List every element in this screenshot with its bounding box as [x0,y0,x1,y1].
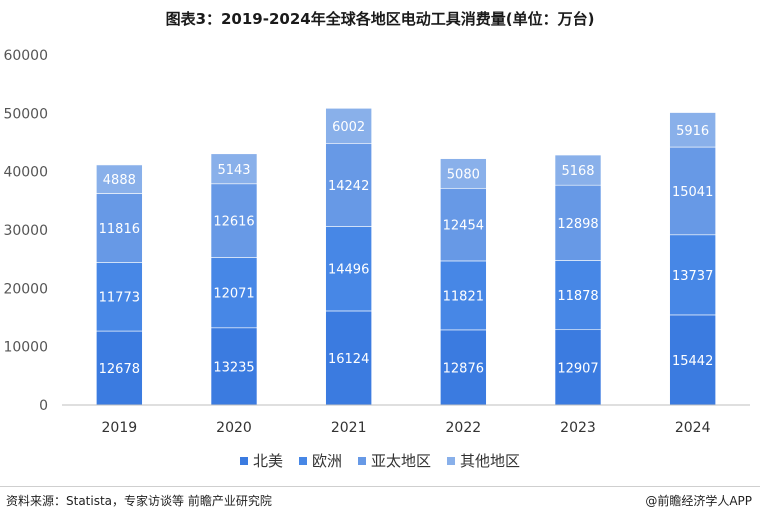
data-label: 16124 [328,352,369,367]
y-tick-label: 30000 [3,223,48,239]
x-tick-label: 2020 [216,420,252,436]
bar-segment [440,187,487,262]
bar-segment [325,310,372,406]
data-labels: 12678 11773 11816 4888 13235 12071 12616 5143 16… [99,120,714,377]
bar-segment [554,154,602,186]
data-label: 15442 [672,354,713,369]
legend-label: 其他地区 [460,452,521,470]
legend-swatch [239,456,248,465]
legend-swatch [358,456,366,465]
data-label: 5143 [217,163,250,178]
stacked-bar-chart: 0 10000 20000 30000 40000 50000 60000 12678 117… [3,48,750,436]
bar-segment [669,314,716,406]
legend-label: 北美 [252,452,283,470]
data-label: 12616 [213,215,254,230]
bar-segment [669,234,716,316]
bar-segment [96,193,143,263]
bar-segment [554,329,602,406]
source-note: 资料来源：Statista，专家访谈等 前瞻产业研究院 [6,494,272,508]
legend-item: 亚太地区 [358,450,431,471]
data-label: 12907 [557,361,598,376]
y-tick-label: 0 [39,398,48,414]
data-label: 11816 [99,222,140,237]
bar-segment [440,260,487,331]
data-label: 11773 [99,291,140,306]
y-tick-label: 10000 [3,340,48,356]
x-axis: 2019 2020 2021 2022 2023 2024 [102,420,711,436]
bar-series [96,107,716,406]
legend-label: 欧洲 [311,452,342,470]
x-tick-label: 2024 [675,420,711,436]
bar-segment [325,143,372,227]
bar-segment [210,183,258,258]
bar-segment [210,257,258,329]
bar-segment [210,153,258,185]
y-tick-label: 60000 [3,48,48,64]
data-label: 12898 [557,217,598,232]
bar-segment [669,112,716,148]
bar-segment [440,329,487,406]
data-label: 15041 [672,185,713,200]
data-label: 5080 [447,167,480,182]
data-label: 12454 [443,219,484,234]
legend: 北美 欧洲 亚太地区 其他地区 [0,450,760,471]
legend-label: 亚太地区 [371,452,432,470]
data-label: 6002 [332,120,365,135]
x-tick-label: 2019 [102,420,138,436]
bar-segment [325,226,372,312]
bar-segment [325,107,372,144]
chart-title: 图表3：2019-2024年全球各地区电动工具消费量(单位：万台) [165,10,595,28]
footer: 资料来源：Statista，专家访谈等 前瞻产业研究院 @前瞻经济学人APP [0,486,760,520]
bar-segment [440,158,487,189]
legend-item: 北美 [239,450,283,471]
x-tick-label: 2021 [331,420,367,436]
data-label: 12071 [213,287,254,302]
data-label: 13235 [213,360,254,375]
bar-segment [669,146,716,236]
bar-segment [554,260,602,331]
data-label: 5168 [561,164,594,179]
data-label: 13737 [672,269,713,284]
legend-swatch [298,456,307,465]
data-label: 11821 [443,289,484,304]
data-label: 5916 [676,124,709,139]
y-tick-label: 40000 [3,165,48,181]
legend-swatch [447,456,456,465]
legend-item: 其他地区 [447,450,520,471]
data-label: 14242 [328,179,369,194]
data-label: 14496 [328,263,369,278]
x-tick-label: 2023 [560,420,596,436]
data-label: 12678 [99,362,140,377]
bar-segment [96,262,143,332]
data-label: 12876 [443,361,484,376]
legend-item: 欧洲 [298,450,342,471]
bar-segment [96,164,143,194]
y-tick-label: 20000 [3,281,48,297]
brand-credit: @前瞻经济学人APP [645,494,752,508]
x-tick-label: 2022 [446,420,482,436]
data-label: 11878 [557,289,598,304]
y-tick-label: 50000 [3,106,48,122]
bar-segment [96,330,143,406]
data-label: 4888 [103,173,136,188]
y-axis: 0 10000 20000 30000 40000 50000 60000 [3,48,48,414]
